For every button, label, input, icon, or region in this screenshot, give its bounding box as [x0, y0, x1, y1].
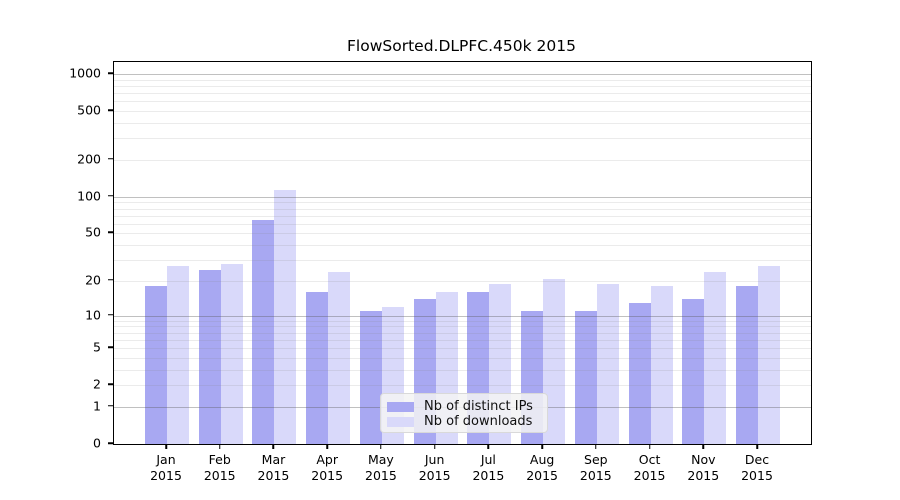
x-axis: Jan 2015 Feb 2015 Mar 2015 Apr 2015 May 2015 Jun 20… [113, 443, 810, 500]
bar-downloads-mar [274, 189, 297, 444]
x-tick-label-apr: Apr 2015 [311, 452, 344, 483]
y-tick-mark-0 [108, 442, 113, 444]
x-tick-mark-nov [702, 444, 705, 449]
y-tick-label-200: 200 [77, 151, 101, 167]
bar-distinct-ips-mar [252, 219, 275, 444]
bar-distinct-ips-feb [198, 269, 221, 444]
bar-downloads-jan [167, 265, 189, 444]
y-tick-mark-100 [108, 195, 113, 197]
x-tick-mark-mar [272, 444, 275, 449]
gridline-70 [114, 215, 811, 217]
x-tick-label-nov: Nov 2015 [687, 452, 720, 483]
x-tick-mark-oct [648, 444, 651, 449]
y-axis: 0 1 2 5 10 20 50 100 200 500 1000 [0, 61, 113, 451]
y-tick-mark-50 [108, 231, 113, 234]
gridline-40 [114, 245, 811, 247]
x-tick-mark-sep [595, 444, 597, 449]
bar-distinct-ips-oct [628, 302, 651, 444]
y-tick-label-2: 2 [93, 376, 101, 392]
x-tick-mark-jun [433, 444, 436, 449]
bar-downloads-dec [758, 265, 781, 444]
y-tick-label-5: 5 [93, 339, 101, 355]
gridline-500 [114, 111, 811, 113]
x-tick-label-dec: Dec 2015 [741, 452, 773, 483]
x-tick-mark-jul [487, 444, 490, 449]
gridline-400 [114, 123, 811, 124]
bar-downloads-oct [650, 286, 673, 444]
x-tick-mark-jan [165, 444, 167, 449]
gridline-1000 [114, 74, 811, 75]
gridline-900 [114, 79, 811, 81]
y-tick-mark-500 [108, 109, 113, 111]
bar-distinct-ips-nov [682, 299, 705, 444]
gridline-300 [114, 138, 811, 140]
x-tick-mark-dec [756, 444, 758, 449]
gridline-30 [114, 260, 811, 262]
bar-downloads-feb [220, 263, 243, 444]
x-tick-label-may: May 2015 [365, 452, 397, 483]
y-tick-mark-1000 [108, 72, 113, 74]
x-tick-label-mar: Mar 2015 [257, 452, 290, 483]
y-tick-mark-1 [108, 405, 113, 407]
legend-swatch-downloads [387, 416, 414, 427]
gridline-700 [114, 93, 811, 95]
y-tick-label-20: 20 [85, 272, 101, 288]
x-tick-mark-may [380, 444, 382, 449]
gridline-80 [114, 208, 811, 210]
gridline-600 [114, 101, 811, 103]
bar-distinct-ips-dec [736, 286, 759, 444]
x-tick-mark-apr [326, 444, 328, 449]
bar-downloads-nov [704, 271, 727, 444]
y-tick-mark-10 [108, 313, 113, 316]
bar-distinct-ips-jan [145, 286, 167, 444]
gridline-90 [114, 202, 811, 204]
x-tick-label-jun: Jun 2015 [418, 452, 451, 483]
y-tick-mark-20 [108, 279, 113, 281]
x-tick-label-aug: Aug 2015 [526, 452, 559, 483]
y-tick-mark-5 [108, 346, 113, 348]
x-tick-label-feb: Feb 2015 [203, 452, 236, 483]
y-tick-mark-2 [108, 383, 113, 385]
y-tick-label-500: 500 [77, 102, 101, 118]
x-tick-label-jan: Jan 2015 [150, 452, 182, 483]
legend-entry-distinct-ips: Nb of distinct IPs [387, 399, 539, 414]
gridline-50 [114, 233, 811, 235]
bar-distinct-ips-may [359, 310, 382, 444]
gridline-100 [114, 196, 811, 198]
legend-entry-downloads: Nb of downloads [387, 414, 539, 429]
y-tick-mark-200 [108, 158, 113, 160]
y-tick-label-0: 0 [93, 435, 101, 451]
x-tick-label-sep: Sep 2015 [579, 452, 612, 483]
gridline-800 [114, 85, 811, 87]
y-tick-label-1: 1 [93, 398, 101, 414]
x-tick-label-jul: Jul 2015 [472, 452, 505, 483]
bar-downloads-sep [596, 283, 619, 444]
y-tick-label-50: 50 [85, 224, 101, 240]
plot-area: Nb of distinct IPs Nb of downloads [113, 61, 812, 445]
legend-label-distinct-ips: Nb of distinct IPs [424, 399, 533, 414]
legend-label-downloads: Nb of downloads [424, 414, 533, 429]
gridline-60 [114, 223, 811, 225]
y-tick-label-100: 100 [77, 188, 101, 204]
x-tick-mark-feb [218, 444, 221, 449]
bar-distinct-ips-sep [574, 310, 597, 444]
bar-downloads-aug [543, 278, 566, 444]
gridline-200 [114, 160, 811, 161]
legend: Nb of distinct IPs Nb of downloads [380, 393, 548, 433]
bar-distinct-ips-apr [306, 292, 329, 444]
x-tick-label-oct: Oct 2015 [633, 452, 666, 483]
bar-downloads-apr [328, 271, 351, 444]
y-tick-label-10: 10 [85, 307, 101, 323]
x-tick-mark-aug [541, 444, 543, 449]
y-tick-label-1000: 1000 [69, 65, 101, 81]
legend-swatch-distinct-ips [387, 401, 414, 412]
chart-title: FlowSorted.DLPFC.450k 2015 [347, 37, 576, 55]
